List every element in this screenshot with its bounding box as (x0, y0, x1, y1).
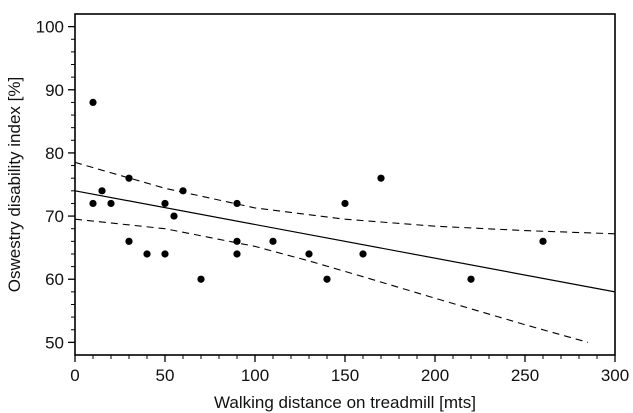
y-tick-label: 60 (45, 270, 64, 289)
x-tick-label: 150 (331, 366, 359, 385)
data-point (143, 250, 151, 258)
x-tick-label: 0 (70, 366, 79, 385)
data-point (233, 199, 241, 208)
x-tick-label: 250 (511, 366, 539, 385)
y-tick-label: 100 (36, 18, 64, 37)
data-point (170, 212, 178, 220)
y-tick-label: 80 (45, 144, 64, 163)
data-point (323, 275, 331, 283)
x-tick-label: 50 (156, 366, 175, 385)
data-point (269, 237, 277, 245)
data-point (305, 250, 313, 258)
data-point (125, 237, 133, 245)
plot-area (74, 13, 616, 356)
y-tick-label: 50 (45, 333, 64, 352)
data-point (161, 199, 169, 208)
y-axis: 50 60 70 80 90 100 (36, 18, 75, 352)
data-point (125, 174, 133, 182)
data-point (89, 199, 97, 208)
data-point (107, 199, 115, 208)
data-points (89, 98, 547, 283)
data-point (341, 199, 349, 208)
y-tick-label: 70 (45, 207, 64, 226)
data-point (467, 275, 475, 283)
confidence-line-lower (74, 218, 589, 343)
regression-line-group (74, 190, 616, 293)
regression-line (74, 190, 616, 293)
data-point (98, 187, 106, 195)
x-tick-label: 100 (241, 366, 269, 385)
data-point (179, 187, 187, 195)
data-point (539, 237, 547, 245)
data-point (233, 237, 241, 245)
data-point (233, 250, 241, 258)
x-axis: 0 50 100 150 200 250 300 (70, 355, 629, 385)
data-point (89, 98, 97, 107)
data-point (377, 174, 385, 182)
x-axis-title: Walking distance on treadmill [mts] (214, 393, 476, 412)
data-point (197, 275, 205, 283)
x-tick-label: 200 (421, 366, 449, 385)
confidence-line-upper (74, 161, 616, 235)
y-tick-label: 90 (45, 81, 64, 100)
plot-frame (74, 13, 616, 356)
x-tick-label: 300 (601, 366, 629, 385)
y-axis-title: Oswestry disability index [%] (5, 77, 24, 292)
confidence-band (74, 161, 616, 343)
data-point (161, 250, 169, 258)
data-point (359, 250, 367, 258)
